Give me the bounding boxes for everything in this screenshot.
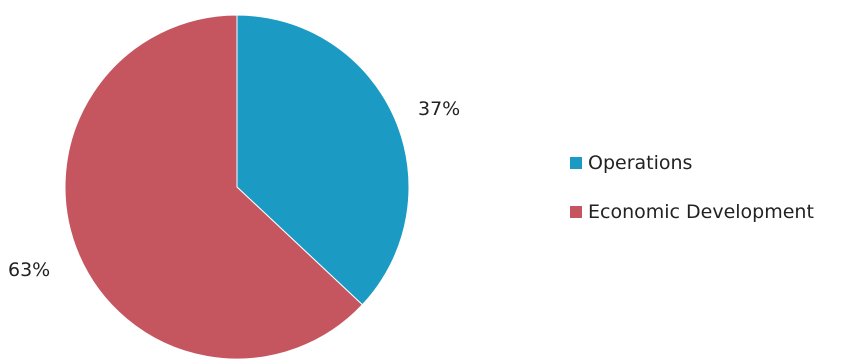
legend-item-operations: Operations [570, 152, 692, 174]
pie-slice-operations [236, 14, 410, 306]
legend-label-operations: Operations [588, 152, 692, 174]
data-label-economic-development: 63% [8, 259, 50, 281]
data-label-operations: 37% [418, 98, 460, 120]
legend: Operations Economic Development [570, 152, 814, 223]
pie-slice-economic-development [64, 14, 364, 360]
legend-swatch-operations [570, 157, 582, 169]
pie-slices [64, 14, 410, 360]
legend-swatch-economic-development [570, 206, 582, 218]
legend-label-economic-development: Economic Development [588, 201, 814, 223]
legend-item-economic-development: Economic Development [570, 201, 814, 223]
